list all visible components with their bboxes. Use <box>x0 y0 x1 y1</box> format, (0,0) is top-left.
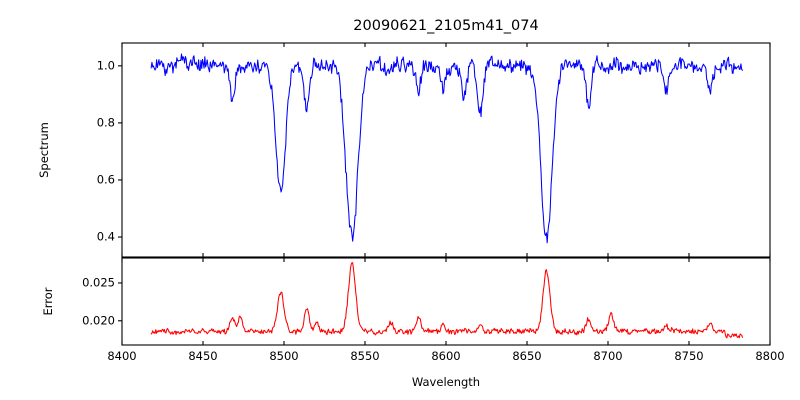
y-axis-label: Spectrum <box>37 122 51 178</box>
spectrum-series-line <box>150 53 743 244</box>
x-tick-label: 8400 <box>107 349 136 363</box>
x-tick-label: 8800 <box>755 349 784 363</box>
y-tick-label: 0.025 <box>82 275 115 289</box>
y-axis-label: Error <box>41 287 55 315</box>
y-tick-label: 1.0 <box>97 58 115 72</box>
y-tick-label: 0.6 <box>97 172 115 186</box>
x-tick-label: 8500 <box>269 349 298 363</box>
error-panel: 8400 8450 8500 8550 8600 8650 8700 8750 8800 0.02… <box>41 257 785 363</box>
x-tick-label: 8450 <box>188 349 217 363</box>
spectrum-panel: 0.4 0.6 0.8 1.0 Spectrum <box>37 42 771 258</box>
x-axis-label: Wavelength <box>412 375 480 389</box>
x-tick-label: 8650 <box>512 349 541 363</box>
y-tick-label: 0.4 <box>97 230 115 244</box>
error-series-line <box>150 262 743 339</box>
y-tick-label: 0.8 <box>97 115 115 129</box>
x-tick-label: 8600 <box>431 349 460 363</box>
x-tick-label: 8550 <box>350 349 379 363</box>
x-tick-label: 8700 <box>593 349 622 363</box>
x-tick-label: 8750 <box>674 349 703 363</box>
y-tick-label: 0.020 <box>82 313 115 327</box>
figure-title: 20090621_2105m41_074 <box>353 18 538 34</box>
